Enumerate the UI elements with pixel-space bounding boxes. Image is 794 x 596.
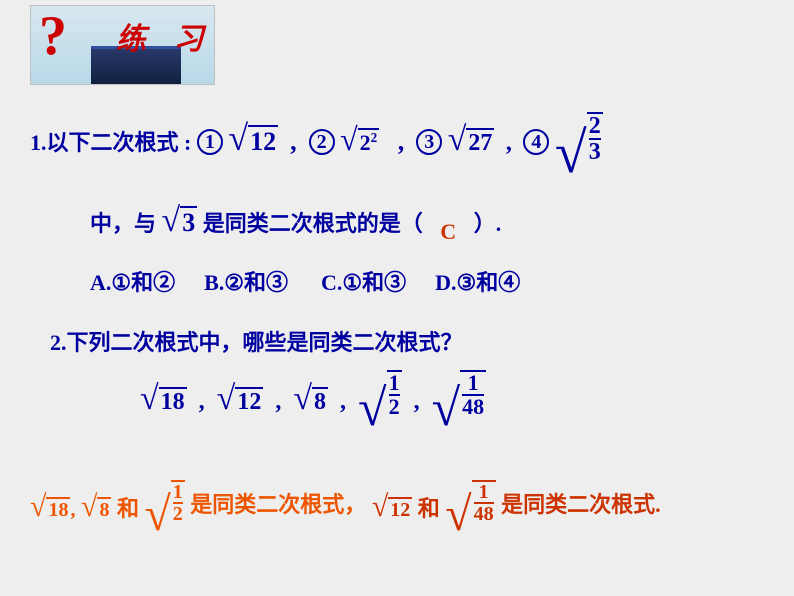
circled-1: 1 [197,129,223,155]
sqrt-12: √12 [228,117,278,160]
header-title: 练 习 [116,14,214,58]
q1-l2b: 是同类二次根式的是（ [203,211,423,236]
opt-b: B.②和③ [204,270,288,295]
question-mark-icon: ? [39,8,67,64]
q1-answer: C [428,219,468,245]
circled-2: 2 [309,129,335,155]
sqrt-12b: √12 [217,380,264,418]
sqrt-2sq: √22 [340,121,379,158]
q1-l2c: ）. [474,211,502,236]
sqrt-27: √27 [448,121,495,159]
ans-sqrt-12: √12 [372,490,412,524]
sqrt-18: √18 [140,380,187,418]
opt-c: C.①和③ [321,270,406,295]
header-banner: ? 练 习 [30,5,215,85]
ans-sqrt-1-2: √ 1 2 [144,480,184,542]
ans-sqrt-8: √8 [81,490,111,524]
q2-text: 2.下列二次根式中，哪些是同类二次根式？ [50,325,463,357]
circled-3: 3 [416,129,442,155]
opt-d: D.③和④ [435,270,520,295]
q2-answer: √18 , √8 和 √ 1 2 是同类二次根式， √12 和 √ 1 48 是… [30,480,661,542]
opt-a: A.①和② [90,270,175,295]
sqrt-8: √8 [293,380,328,418]
sqrt-1-48: √ 1 48 [432,370,487,438]
sqrt-2-3: √ 2 3 [555,112,603,186]
q1-line1: 1.以下二次根式 : 1 √12 , 2 √22 , 3 √27 , 4 √ 2… [30,112,603,186]
sqrt-3: √3 [162,202,198,240]
q1-line2: 中，与 √3 是同类二次根式的是（ C ）. [90,202,501,245]
q1-prefix: 1.以下二次根式 : [30,130,191,155]
q1-options: A.①和② B.②和③ C.①和③ D.③和④ [90,265,520,297]
q1-l2a: 中，与 [90,211,156,236]
ans-sqrt-18: √18 [30,490,70,524]
q2-expressions: √18 , √12 , √8 , √ 1 2 , √ 1 48 [140,370,486,438]
circled-4: 4 [523,129,549,155]
ans-sqrt-1-48: √ 1 48 [445,480,495,542]
sqrt-1-2: √ 1 2 [358,370,402,438]
